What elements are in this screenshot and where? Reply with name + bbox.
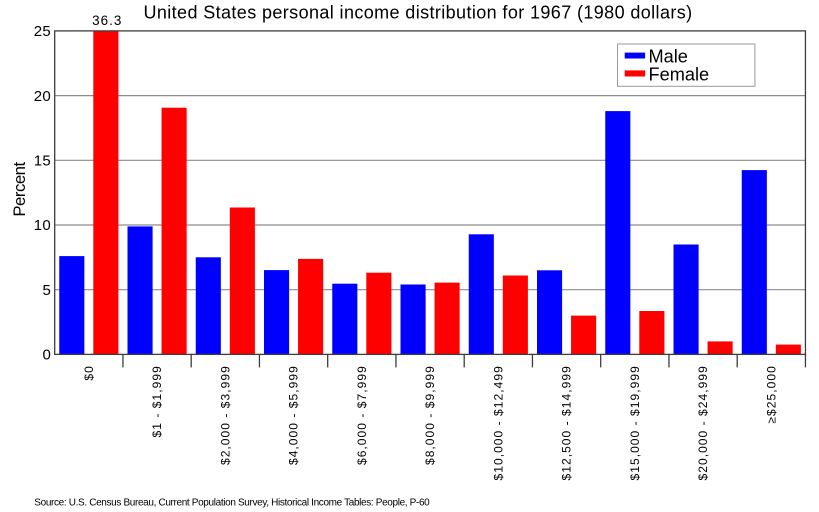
svg-text:15: 15 bbox=[34, 153, 52, 170]
svg-text:$6,000 - $7,999: $6,000 - $7,999 bbox=[355, 365, 369, 465]
svg-text:20: 20 bbox=[34, 88, 52, 105]
svg-text:$1 - $1,999: $1 - $1,999 bbox=[150, 365, 164, 437]
svg-text:Source: U.S. Census Bureau, Cu: Source: U.S. Census Bureau, Current Popu… bbox=[34, 497, 430, 508]
svg-text:$4,000 - $5,999: $4,000 - $5,999 bbox=[287, 365, 301, 465]
svg-text:$12,500 - $14,999: $12,500 - $14,999 bbox=[560, 365, 574, 480]
svg-text:0: 0 bbox=[42, 347, 51, 364]
svg-text:$20,000 - $24,999: $20,000 - $24,999 bbox=[696, 365, 710, 480]
svg-text:$15,000 - $19,999: $15,000 - $19,999 bbox=[628, 365, 642, 480]
svg-text:$0: $0 bbox=[82, 365, 96, 380]
svg-text:5: 5 bbox=[42, 282, 51, 299]
svg-text:United States personal income: United States personal income distributi… bbox=[143, 3, 692, 23]
svg-text:10: 10 bbox=[34, 217, 52, 234]
svg-text:25: 25 bbox=[34, 23, 52, 40]
svg-text:$2,000 - $3,999: $2,000 - $3,999 bbox=[218, 365, 232, 465]
svg-text:Male: Male bbox=[649, 46, 688, 66]
svg-text:≥$25,000: ≥$25,000 bbox=[764, 365, 778, 423]
svg-text:36.3: 36.3 bbox=[92, 13, 122, 28]
svg-text:$8,000 - $9,999: $8,000 - $9,999 bbox=[423, 365, 437, 465]
svg-text:Female: Female bbox=[649, 65, 710, 85]
svg-text:$10,000 - $12,499: $10,000 - $12,499 bbox=[491, 365, 505, 480]
svg-text:Percent: Percent bbox=[10, 162, 29, 217]
